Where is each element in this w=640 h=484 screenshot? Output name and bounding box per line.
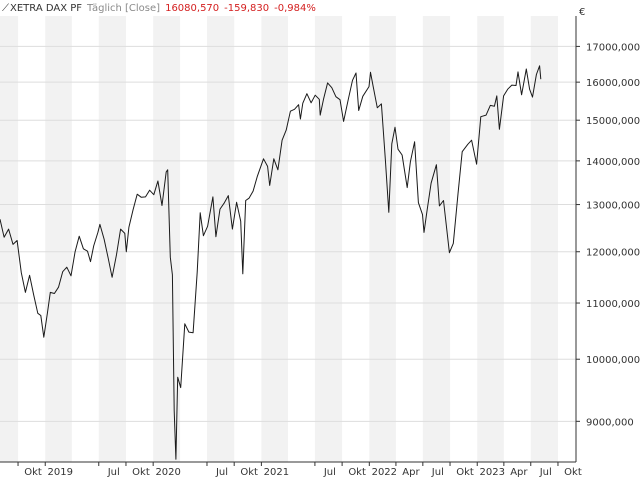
- x-tick-label: 2021: [264, 467, 289, 478]
- x-tick-label: Apr: [402, 467, 420, 478]
- currency-label: €: [579, 7, 585, 18]
- shaded-band: [45, 16, 72, 462]
- shaded-band: [98, 16, 126, 462]
- y-tick-label: 16000,000: [586, 78, 640, 89]
- shaded-band: [314, 16, 343, 462]
- axis-layer: 9000,000 10000,000 11000,000 12000,000 13000…: [0, 16, 640, 478]
- y-tick-label: 9000,000: [586, 417, 634, 428]
- x-tick-label: Okt: [456, 467, 474, 478]
- x-tick-label: Okt: [348, 467, 366, 478]
- shaded-band: [369, 16, 396, 462]
- x-tick-label: Okt: [24, 467, 42, 478]
- change-percent: -0,984%: [274, 3, 316, 14]
- shaded-band: [530, 16, 558, 462]
- x-tick-label: Apr: [510, 467, 528, 478]
- shaded-band: [206, 16, 235, 462]
- x-tick-label: 2022: [372, 467, 397, 478]
- x-tick-label: 2023: [480, 467, 505, 478]
- x-tick-label: Okt: [564, 467, 582, 478]
- y-tick-label: 14000,000: [586, 157, 640, 168]
- x-tick-label: Okt: [132, 467, 150, 478]
- change-value: -159,830: [224, 3, 270, 14]
- x-tick-label: 2019: [48, 467, 73, 478]
- background-bands: [0, 16, 558, 462]
- x-tick-label: Okt: [240, 467, 258, 478]
- x-tick-label: 2020: [155, 467, 180, 478]
- y-tick-label: 15000,000: [586, 116, 640, 127]
- y-tick-label: 12000,000: [586, 248, 640, 259]
- x-tick-label: Jul: [539, 467, 552, 478]
- x-tick-label: Jul: [107, 467, 120, 478]
- y-tick-label: 17000,000: [586, 42, 640, 53]
- y-tick-label: 11000,000: [586, 299, 640, 310]
- y-tick-label: 10000,000: [586, 355, 640, 366]
- last-value: 16080,570: [165, 3, 220, 14]
- period-mode: Täglich [Close]: [87, 3, 161, 14]
- line-chart-icon: ⟋: [2, 3, 9, 14]
- x-tick-label: Jul: [431, 467, 444, 478]
- legend: ⟋XETRA DAX PF Täglich [Close] 16080,570 -15…: [2, 2, 323, 16]
- y-tick-label: 13000,000: [586, 201, 640, 212]
- shaded-band: [261, 16, 288, 462]
- instrument-name: XETRA DAX PF: [10, 3, 83, 14]
- shaded-band: [422, 16, 451, 462]
- series-line: [0, 65, 542, 460]
- series-layer: [0, 65, 542, 460]
- shaded-band: [153, 16, 181, 462]
- shaded-band: [0, 16, 19, 462]
- shaded-band: [477, 16, 504, 462]
- x-tick-label: Jul: [323, 467, 336, 478]
- x-tick-label: Jul: [215, 467, 228, 478]
